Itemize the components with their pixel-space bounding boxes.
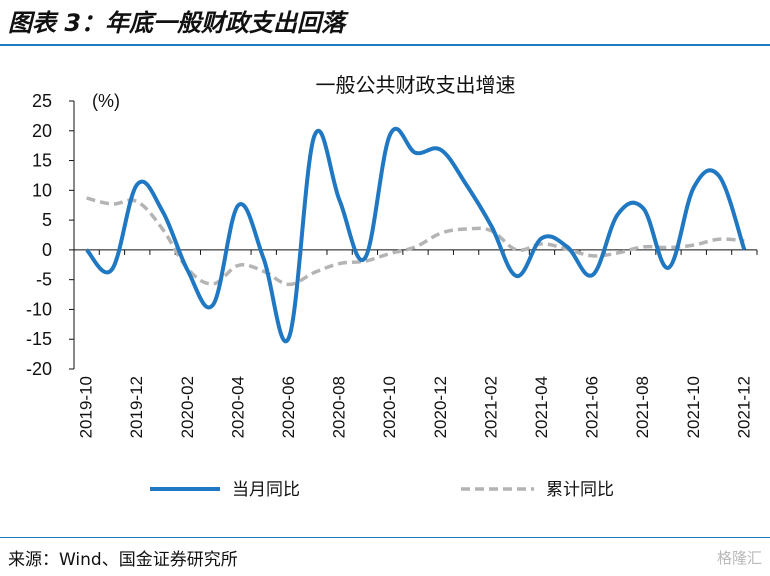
- y-tick-label: 20: [32, 121, 52, 141]
- x-tick-label: 2020-04: [228, 376, 247, 438]
- figure-header: 图表 3：年底一般财政支出回落: [0, 0, 770, 46]
- x-tick-label: 2020-02: [178, 376, 197, 438]
- x-tick-label: 2020-12: [431, 376, 450, 438]
- footer-rule: [0, 537, 770, 538]
- x-tick-label: 2021-02: [481, 376, 500, 438]
- y-tick-label: -5: [36, 270, 52, 290]
- legend-cumulative-label: 累计同比: [546, 480, 614, 500]
- x-tick-label: 2019-10: [77, 376, 96, 438]
- x-tick-label: 2021-12: [734, 376, 753, 438]
- x-tick-label: 2021-04: [532, 376, 551, 438]
- x-tick-label: 2020-10: [380, 376, 399, 438]
- source-note: 来源：Wind、国金证券研究所: [8, 550, 238, 570]
- y-tick-label: -20: [26, 359, 52, 379]
- series-line-monthly: [85, 126, 747, 343]
- x-tick-label: 2020-06: [279, 376, 298, 438]
- chart-title: 一般公共财政支出增速: [316, 73, 516, 97]
- y-tick-label: 15: [32, 151, 52, 171]
- y-tick-label: -15: [26, 329, 52, 349]
- x-tick-label: 2021-08: [633, 376, 652, 438]
- y-tick-label: 10: [32, 180, 52, 200]
- y-unit-label: (%): [92, 91, 120, 111]
- watermark-logo: 格隆汇: [716, 549, 762, 567]
- line-chart: 一般公共财政支出增速 (%) 25 20 15 10 5 0 -5 -10 -15 -20 2019-1…: [26, 73, 758, 500]
- x-tick-label: 2021-06: [583, 376, 602, 438]
- x-tick-label: 2019-12: [127, 376, 146, 438]
- figure-title: 图表 3：年底一般财政支出回落: [8, 9, 346, 37]
- y-tick-label: -10: [26, 299, 52, 319]
- x-tick-label: 2021-10: [684, 376, 703, 438]
- series-line-cumulative: [86, 196, 745, 287]
- legend-monthly-label: 当月同比: [232, 480, 300, 500]
- y-tick-label: 5: [42, 210, 52, 230]
- y-tick-label: 25: [32, 91, 52, 111]
- y-tick-label: 0: [42, 240, 52, 260]
- x-tick-label: 2020-08: [330, 376, 349, 438]
